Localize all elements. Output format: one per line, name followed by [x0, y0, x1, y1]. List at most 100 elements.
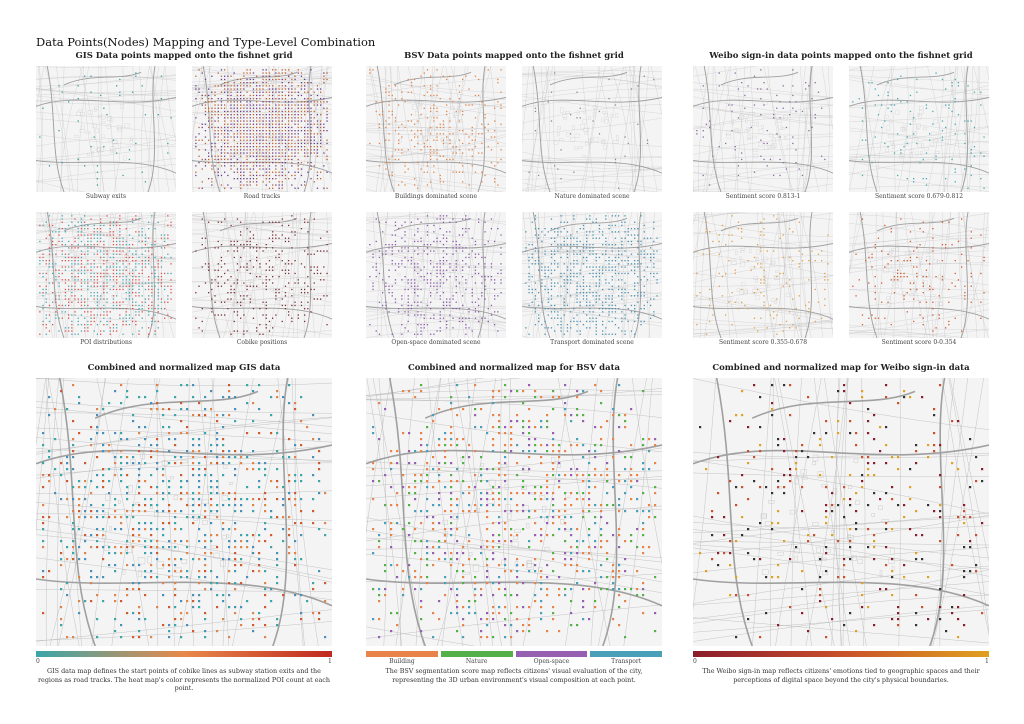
grid-point [478, 152, 480, 154]
grid-point [119, 247, 121, 249]
grid-point [167, 285, 169, 287]
grid-point [230, 152, 232, 154]
grid-point [114, 594, 117, 597]
grid-point [90, 582, 93, 585]
grid-point [426, 234, 429, 236]
grid-point [890, 104, 892, 106]
grid-point [458, 85, 461, 87]
grid-point [174, 444, 177, 447]
grid-point [316, 174, 319, 177]
grid-point [372, 253, 374, 255]
grid-point [430, 158, 432, 161]
grid-point [224, 82, 226, 84]
grid-point [782, 285, 784, 287]
grid-point [74, 240, 76, 243]
grid-point [64, 256, 67, 259]
grid-point [881, 250, 883, 252]
grid-point [560, 221, 562, 223]
grid-point [201, 139, 203, 141]
grid-point [656, 282, 658, 284]
grid-point [224, 218, 226, 220]
grid-point [259, 88, 261, 90]
grid-point [217, 120, 219, 122]
grid-point [265, 149, 267, 151]
grid-point [217, 282, 219, 284]
grid-point [497, 330, 499, 332]
grid-point [494, 279, 496, 281]
grid-point [300, 75, 303, 77]
grid-point [455, 292, 457, 294]
grid-point [100, 250, 102, 252]
grid-point [954, 171, 956, 173]
grid-point [414, 133, 416, 135]
grid-point [234, 420, 237, 423]
grid-point [135, 276, 137, 278]
grid-point [102, 528, 105, 531]
grid-point [148, 237, 150, 239]
grid-point [109, 231, 111, 233]
grid-point [471, 295, 473, 297]
grid-point [116, 253, 118, 255]
grid-point [324, 522, 327, 525]
grid-point [288, 142, 290, 145]
grid-point [932, 237, 934, 239]
grid-point [55, 314, 57, 316]
grid-point [278, 75, 280, 77]
grid-point [106, 314, 108, 316]
grid-point [436, 272, 438, 275]
grid-point [297, 162, 299, 164]
grid-point [868, 317, 870, 319]
grid-point [576, 91, 578, 93]
grid-point [60, 462, 63, 465]
grid-point [627, 228, 629, 230]
grid-point [313, 282, 315, 284]
grid-point [168, 630, 171, 633]
grid-point [478, 320, 480, 323]
grid-point [611, 308, 613, 310]
grid-point [897, 279, 899, 281]
grid-point [566, 324, 569, 326]
grid-point [103, 253, 105, 255]
grid-point [442, 308, 445, 310]
grid-point [919, 228, 921, 230]
grid-point [233, 155, 235, 157]
grid-point [162, 414, 165, 417]
grid-point [602, 311, 604, 313]
grid-point [430, 155, 432, 157]
grid-point [326, 110, 328, 113]
grid-point [246, 120, 248, 122]
grid-point [589, 285, 591, 287]
grid-point [468, 149, 470, 151]
grid-point [227, 298, 229, 300]
grid-point [582, 247, 585, 249]
grid-point [272, 126, 274, 129]
grid-point [525, 250, 527, 252]
grid-point [534, 130, 537, 132]
grid-point [252, 285, 255, 287]
grid-point [156, 492, 159, 495]
grid-point [106, 276, 108, 278]
grid-point [630, 244, 633, 246]
grid-point [494, 107, 496, 109]
grid-point [268, 94, 271, 97]
grid-point [522, 402, 525, 405]
grid-point [634, 304, 636, 307]
grid-point [265, 91, 267, 93]
grid-point [278, 94, 280, 97]
grid-point [294, 231, 296, 233]
grid-point [259, 98, 261, 100]
grid-point [573, 171, 575, 173]
grid-point [64, 253, 67, 255]
grid-point [760, 279, 762, 281]
grid-point [192, 492, 195, 495]
grid-point [256, 149, 258, 151]
grid-point [116, 237, 118, 239]
grid-point [763, 104, 765, 106]
grid-point [112, 324, 115, 326]
grid-point [112, 231, 115, 233]
grid-point [436, 269, 438, 271]
grid-point [821, 107, 823, 109]
grid-point [278, 158, 280, 161]
grid-point [307, 123, 309, 125]
grid-point [436, 139, 438, 141]
